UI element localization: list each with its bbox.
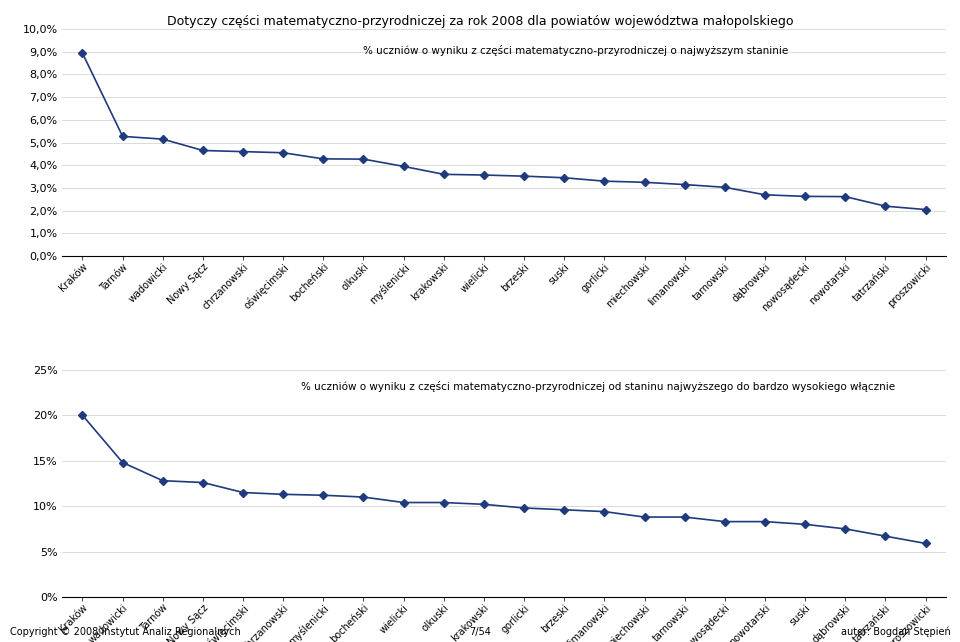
Text: % uczniów o wyniku z części matematyczno-przyrodniczej o najwyższym staninie: % uczniów o wyniku z części matematyczno…: [363, 45, 788, 56]
Text: Copyright © 2008 Instytut Analiz Regionalnych: Copyright © 2008 Instytut Analiz Regiona…: [10, 627, 240, 637]
Text: 7/54: 7/54: [469, 627, 491, 637]
Text: autor: Bogdan Stępień: autor: Bogdan Stępień: [841, 627, 950, 637]
Text: Dotyczy części matematyczno-przyrodniczej za rok 2008 dla powiatów województwa m: Dotyczy części matematyczno-przyrodnicze…: [167, 15, 793, 28]
Text: % uczniów o wyniku z części matematyczno-przyrodniczej od staninu najwyższego do: % uczniów o wyniku z części matematyczno…: [300, 381, 895, 392]
